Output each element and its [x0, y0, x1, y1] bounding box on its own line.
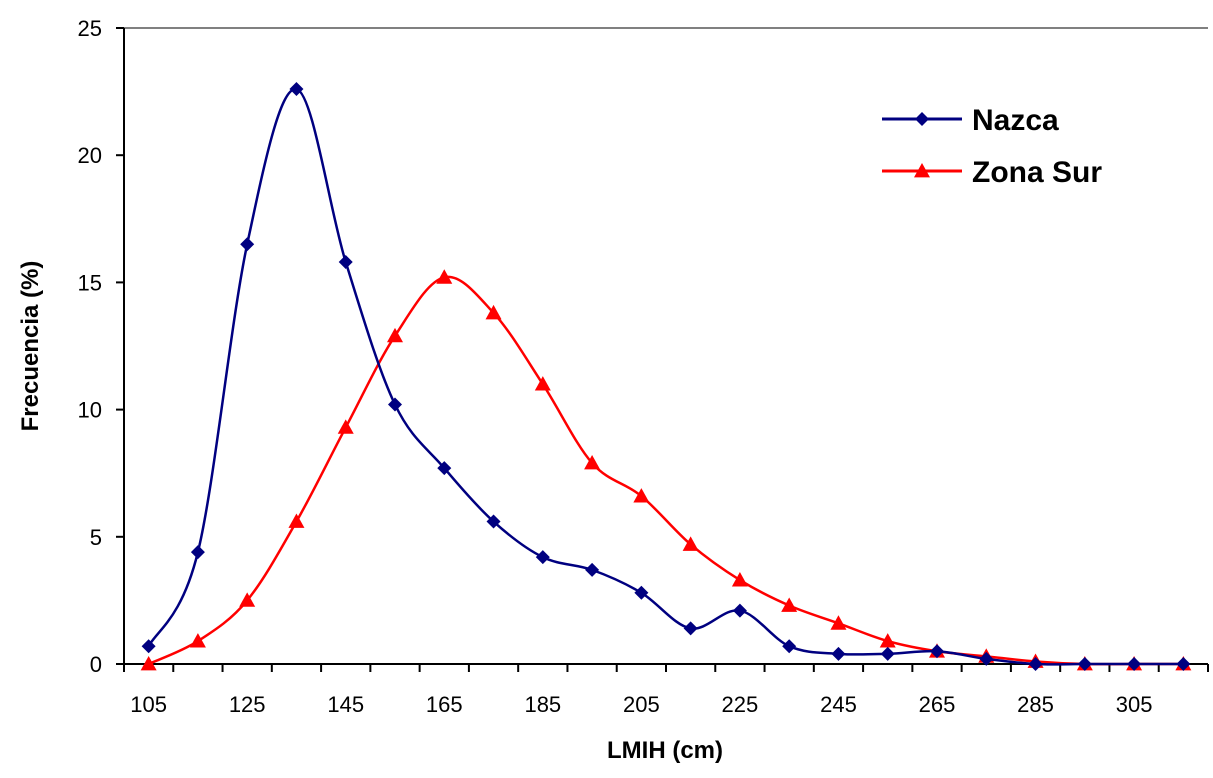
- y-tick-label: 10: [78, 398, 102, 423]
- data-point-zona-sur: [337, 419, 354, 434]
- data-point-nazca: [240, 237, 255, 252]
- data-point-zona-sur: [288, 513, 305, 528]
- data-point-zona-sur: [534, 376, 551, 391]
- y-tick-label: 25: [78, 16, 102, 41]
- data-point-nazca: [141, 639, 156, 654]
- x-tick-label: 205: [623, 692, 660, 717]
- data-point-zona-sur: [239, 592, 256, 607]
- data-point-zona-sur: [140, 656, 157, 671]
- x-tick-label: 285: [1017, 692, 1054, 717]
- legend-marker-nazca: [915, 112, 929, 126]
- y-tick-label: 15: [78, 270, 102, 295]
- data-point-nazca: [338, 255, 353, 270]
- data-point-zona-sur: [781, 597, 798, 612]
- data-point-zona-sur: [584, 455, 601, 470]
- series-nazca: [141, 82, 1191, 671]
- data-point-zona-sur: [830, 615, 847, 630]
- data-point-nazca: [930, 644, 944, 659]
- data-point-nazca: [1127, 657, 1142, 671]
- data-point-nazca: [634, 585, 649, 600]
- x-axis-title: LMIH (cm): [607, 737, 723, 764]
- x-tick-label: 165: [426, 692, 463, 717]
- legend-item-nazca: Nazca: [882, 104, 1059, 137]
- x-tick-label: 125: [229, 692, 266, 717]
- data-point-nazca: [437, 461, 452, 476]
- data-point-nazca: [732, 603, 747, 618]
- x-tick-label: 305: [1116, 692, 1153, 717]
- data-point-zona-sur: [485, 304, 502, 320]
- legend-label-zona-sur: Zona Sur: [972, 156, 1102, 189]
- data-point-nazca: [190, 545, 205, 560]
- data-point-nazca: [880, 646, 895, 661]
- series-zona-sur: [140, 269, 1192, 671]
- y-axis-title: Frecuencia (%): [17, 261, 44, 432]
- y-tick-label: 20: [78, 143, 102, 168]
- x-tick-label: 265: [919, 692, 956, 717]
- data-point-nazca: [388, 397, 402, 412]
- legend-item-zona-sur: Zona Sur: [882, 156, 1102, 189]
- legend: Nazca Zona Sur: [882, 104, 1102, 189]
- y-tick-label: 5: [90, 525, 102, 550]
- legend-marker-zona-sur: [914, 163, 930, 178]
- series-line-zona-sur: [148, 275, 1184, 666]
- data-point-nazca: [535, 550, 550, 565]
- data-point-nazca: [1077, 657, 1092, 671]
- data-point-nazca: [979, 651, 994, 666]
- data-point-nazca: [585, 562, 600, 577]
- x-tick-label: 105: [130, 692, 167, 717]
- data-point-nazca: [1028, 657, 1043, 671]
- data-point-nazca: [486, 514, 501, 529]
- x-tick-label: 145: [327, 692, 364, 717]
- y-tick-label: 0: [90, 652, 102, 677]
- data-point-nazca: [289, 82, 304, 97]
- data-point-nazca: [683, 621, 698, 636]
- data-point-zona-sur: [879, 633, 896, 648]
- data-point-zona-sur: [682, 536, 699, 551]
- data-point-zona-sur: [731, 572, 748, 587]
- data-point-nazca: [831, 646, 846, 661]
- data-point-zona-sur: [189, 633, 206, 648]
- data-point-nazca: [1176, 657, 1191, 671]
- legend-label-nazca: Nazca: [972, 104, 1059, 137]
- x-tick-label: 185: [524, 692, 561, 717]
- data-point-zona-sur: [633, 488, 650, 503]
- series-layer: [140, 82, 1192, 671]
- x-tick-label: 245: [820, 692, 857, 717]
- data-point-zona-sur: [387, 327, 403, 343]
- axes: 0 5 10 15 20 25 105 125 145 165 185 205 225 245 265 285…: [78, 16, 1209, 717]
- x-tick-label: 225: [722, 692, 759, 717]
- data-point-zona-sur: [436, 269, 453, 284]
- data-point-nazca: [782, 639, 797, 654]
